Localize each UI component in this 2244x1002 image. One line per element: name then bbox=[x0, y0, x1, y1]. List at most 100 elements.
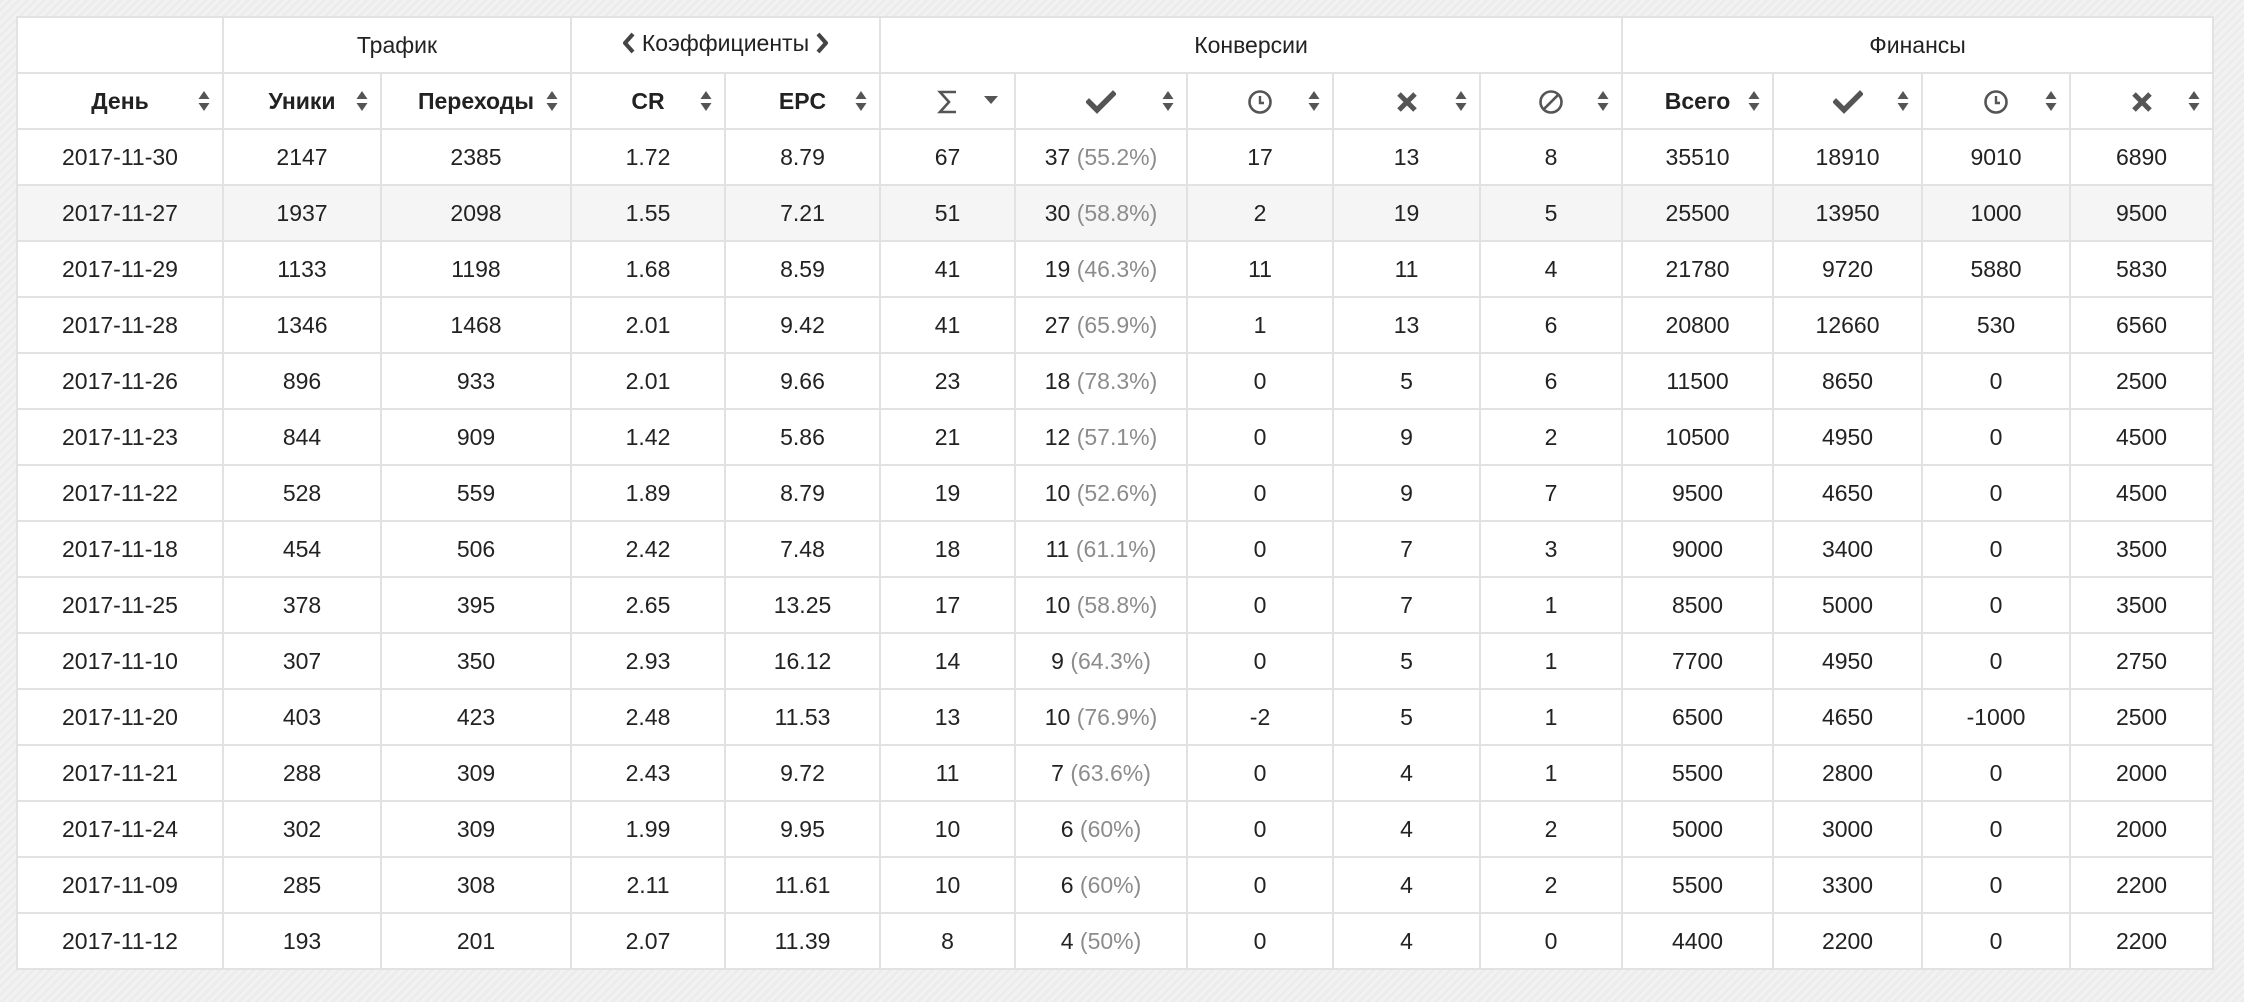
clock-icon bbox=[1247, 89, 1273, 115]
sort-icon[interactable] bbox=[700, 90, 712, 112]
col-fin-total[interactable]: Всего bbox=[1621, 72, 1775, 130]
sort-icon[interactable] bbox=[1455, 90, 1467, 112]
col-conv-rejected[interactable] bbox=[1332, 72, 1482, 130]
cell-epc: 8.59 bbox=[723, 240, 882, 298]
sort-icon[interactable] bbox=[2188, 90, 2200, 112]
cell-conv-approved: 9 (64.3%) bbox=[1014, 632, 1189, 690]
cell-conv-approved: 7 (63.6%) bbox=[1014, 744, 1189, 802]
cell-conv-rejected-value: 13 bbox=[1393, 311, 1420, 338]
sort-icon[interactable] bbox=[356, 90, 368, 112]
cell-fin-total-value: 10500 bbox=[1665, 423, 1730, 450]
sort-icon[interactable] bbox=[1897, 90, 1909, 112]
cell-fin-pending: 1000 bbox=[1921, 184, 2072, 242]
sort-icon[interactable] bbox=[855, 90, 867, 112]
cell-conv-pending-value: 0 bbox=[1253, 479, 1267, 506]
col-uniques[interactable]: Уники bbox=[222, 72, 382, 130]
cell-fin-approved: 4650 bbox=[1772, 688, 1924, 746]
cell-fin-pending-value: 1000 bbox=[1970, 199, 2022, 226]
cell-cr: 2.48 bbox=[570, 688, 726, 746]
cell-fin-approved: 9720 bbox=[1772, 240, 1924, 298]
cell-conv-rejected: 5 bbox=[1332, 632, 1482, 690]
cell-conv-approved-value: 9 bbox=[1051, 647, 1064, 674]
group-coefficients-label: Коэффициенты bbox=[641, 29, 810, 56]
cell-conv-rejected-value: 13 bbox=[1393, 143, 1420, 170]
cell-conv-pending-value: 0 bbox=[1253, 815, 1267, 842]
cell-conv-trash-value: 2 bbox=[1544, 423, 1558, 450]
col-clicks[interactable]: Переходы bbox=[380, 72, 572, 130]
col-conv-approved[interactable] bbox=[1014, 72, 1189, 130]
cell-conv-pending: 0 bbox=[1186, 744, 1335, 802]
cell-fin-approved-value: 2800 bbox=[1821, 759, 1874, 786]
col-conv-trash[interactable] bbox=[1479, 72, 1624, 130]
cell-day: 2017-11-26 bbox=[16, 352, 224, 410]
table-row: 2017-11-20 403 423 2.48 11.53 13 10 (76.9%) -2 5… bbox=[16, 688, 2215, 746]
cell-day-value: 2017-11-22 bbox=[62, 479, 178, 506]
sort-icon[interactable] bbox=[1748, 90, 1760, 112]
cell-conv-total: 67 bbox=[879, 128, 1017, 186]
cell-conv-trash: 0 bbox=[1479, 912, 1624, 970]
cell-conv-trash: 2 bbox=[1479, 800, 1624, 858]
cell-epc-value: 8.79 bbox=[780, 479, 825, 506]
cell-fin-total: 11500 bbox=[1621, 352, 1775, 410]
cell-uniques: 1937 bbox=[222, 184, 382, 242]
chevron-right-icon[interactable] bbox=[815, 32, 829, 54]
col-conv-pending[interactable] bbox=[1186, 72, 1335, 130]
cell-epc: 11.39 bbox=[723, 912, 882, 970]
sort-desc-icon[interactable] bbox=[984, 95, 999, 107]
col-conv-total[interactable] bbox=[879, 72, 1017, 130]
table-row: 2017-11-21 288 309 2.43 9.72 11 7 (63.6%) 0 4 1 55… bbox=[16, 744, 2215, 802]
cell-uniques-value: 896 bbox=[282, 367, 322, 394]
cell-conv-trash-value: 1 bbox=[1544, 647, 1558, 674]
col-cr[interactable]: CR bbox=[570, 72, 726, 130]
cell-epc-value: 8.79 bbox=[780, 143, 825, 170]
sort-icon[interactable] bbox=[1308, 90, 1320, 112]
cell-day-value: 2017-11-26 bbox=[62, 367, 178, 394]
cell-cr-value: 1.72 bbox=[625, 143, 671, 170]
cell-fin-approved: 3400 bbox=[1772, 520, 1924, 578]
cell-conv-approved-value: 27 bbox=[1044, 311, 1071, 338]
cell-clicks: 506 bbox=[380, 520, 572, 578]
cell-uniques: 302 bbox=[222, 800, 382, 858]
cell-uniques-value: 302 bbox=[282, 815, 322, 842]
cell-uniques: 528 bbox=[222, 464, 382, 522]
col-fin-rejected[interactable] bbox=[2069, 72, 2215, 130]
sort-icon[interactable] bbox=[1162, 90, 1174, 112]
cell-cr-value: 2.48 bbox=[625, 703, 671, 730]
cell-epc: 11.53 bbox=[723, 688, 882, 746]
cell-fin-total: 5000 bbox=[1621, 800, 1775, 858]
cell-fin-total-value: 21780 bbox=[1665, 255, 1730, 282]
cell-fin-total: 9000 bbox=[1621, 520, 1775, 578]
cell-conv-total: 19 bbox=[879, 464, 1017, 522]
cell-day: 2017-11-09 bbox=[16, 856, 224, 914]
sort-icon[interactable] bbox=[1597, 90, 1609, 112]
cell-conv-approved: 6 (60%) bbox=[1014, 800, 1189, 858]
cell-conv-rejected-value: 9 bbox=[1400, 423, 1413, 450]
cell-day: 2017-11-24 bbox=[16, 800, 224, 858]
col-fin-pending[interactable] bbox=[1921, 72, 2072, 130]
cell-conv-pending-value: 1 bbox=[1253, 311, 1267, 338]
cell-fin-rejected-value: 5830 bbox=[2115, 255, 2168, 282]
col-epc[interactable]: EPC bbox=[723, 72, 882, 130]
sort-icon[interactable] bbox=[2045, 90, 2057, 112]
cell-cr-value: 2.11 bbox=[626, 871, 670, 898]
cell-conv-total-value: 41 bbox=[934, 311, 961, 338]
cell-fin-rejected: 6890 bbox=[2069, 128, 2215, 186]
cell-fin-total: 6500 bbox=[1621, 688, 1775, 746]
cell-conv-pending: 0 bbox=[1186, 632, 1335, 690]
cell-conv-pending: 0 bbox=[1186, 352, 1335, 410]
cell-fin-pending: 5880 bbox=[1921, 240, 2072, 298]
col-fin-approved[interactable] bbox=[1772, 72, 1924, 130]
cell-day-value: 2017-11-18 bbox=[62, 535, 178, 562]
cell-fin-approved: 12660 bbox=[1772, 296, 1924, 354]
check-icon bbox=[1832, 90, 1863, 115]
cell-fin-pending-value: 9010 bbox=[1970, 143, 2022, 170]
cell-conv-trash-value: 1 bbox=[1544, 591, 1558, 618]
approved-percent: (55.2%) bbox=[1076, 143, 1158, 170]
cell-clicks: 1468 bbox=[380, 296, 572, 354]
cell-uniques-value: 1346 bbox=[276, 311, 328, 338]
sort-icon[interactable] bbox=[198, 90, 210, 112]
col-day[interactable]: День bbox=[16, 72, 224, 130]
sort-icon[interactable] bbox=[546, 90, 558, 112]
chevron-left-icon[interactable] bbox=[622, 32, 636, 54]
cell-cr: 1.72 bbox=[570, 128, 726, 186]
